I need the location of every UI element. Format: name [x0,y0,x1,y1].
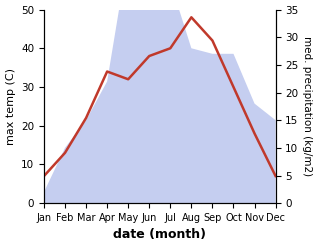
X-axis label: date (month): date (month) [113,228,206,242]
Y-axis label: max temp (C): max temp (C) [5,68,16,145]
Y-axis label: med. precipitation (kg/m2): med. precipitation (kg/m2) [302,36,313,176]
